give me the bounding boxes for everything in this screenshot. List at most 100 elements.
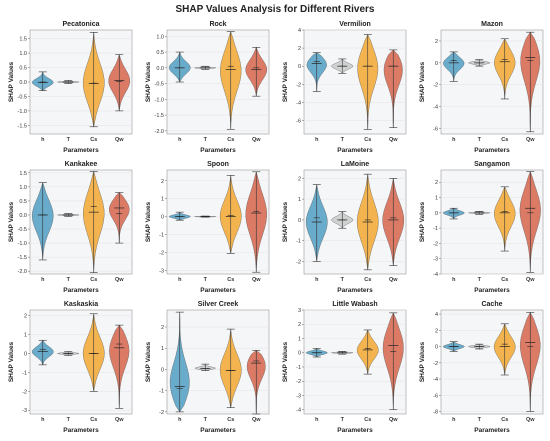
y-tick-label: -1.5 xyxy=(18,123,27,129)
x-tick-label: h xyxy=(178,277,182,283)
y-tick-label: 0.0 xyxy=(19,80,27,86)
x-axis-label: Parameters xyxy=(474,427,510,434)
x-tick-label: Cs xyxy=(90,277,97,283)
x-tick-label: Cs xyxy=(501,417,508,423)
y-axis-label: SHAP Values xyxy=(8,341,15,382)
y-tick-label: 1.0 xyxy=(19,51,27,57)
y-tick-label: -1.0 xyxy=(18,109,27,115)
x-tick-label: h xyxy=(315,277,319,283)
y-tick-label: -3 xyxy=(159,268,164,274)
x-tick-label: h xyxy=(315,417,319,423)
x-tick-label: h xyxy=(41,137,45,143)
x-tick-label: T xyxy=(67,417,71,423)
x-tick-label: Qw xyxy=(252,417,261,423)
y-tick-label: -0.5 xyxy=(18,94,27,100)
x-axis-label: Parameters xyxy=(337,287,373,294)
x-tick-label: h xyxy=(178,417,182,423)
y-axis-label: SHAP Values xyxy=(282,201,289,242)
y-tick-label: 0 xyxy=(161,367,164,373)
x-tick-label: Cs xyxy=(364,137,371,143)
panel-kaskaskia: -3 -2 -1 0 1 2 h T Cs Qw Kaskaskia Parameters SHAP V… xyxy=(8,301,133,434)
y-tick-label: 0.5 xyxy=(19,66,27,72)
panel-title: Mazon xyxy=(481,21,503,28)
y-tick-label: -2 xyxy=(296,379,301,385)
x-axis-label: Parameters xyxy=(63,147,99,154)
y-tick-label: 2 xyxy=(298,46,301,52)
panel-mazon: -6 -4 -2 0 2 h T Cs Qw Mazon Parameters SHAP Values xyxy=(419,21,544,154)
y-tick-label: -6 xyxy=(433,127,438,133)
y-tick-label: -4 xyxy=(296,100,301,106)
x-tick-label: Qw xyxy=(389,137,398,143)
y-tick-label: 2 xyxy=(298,176,301,182)
panel-vermilion: -6 -4 -2 0 2 4 h T Cs Qw Vermilion Parameters SHAP V… xyxy=(282,21,407,154)
y-axis-label: SHAP Values xyxy=(145,201,152,242)
x-tick-label: Cs xyxy=(90,137,97,143)
x-tick-label: Cs xyxy=(501,137,508,143)
x-tick-label: Cs xyxy=(227,277,234,283)
y-tick-label: -1 xyxy=(22,370,27,376)
x-axis-label: Parameters xyxy=(63,287,99,294)
y-axis-label: SHAP Values xyxy=(8,61,15,102)
y-tick-label: -1 xyxy=(159,389,164,395)
y-axis-label: SHAP Values xyxy=(282,61,289,102)
figure-title: SHAP Values Analysis for Different River… xyxy=(176,4,375,15)
y-tick-label: -3 xyxy=(22,408,27,414)
y-tick-label: 0 xyxy=(435,61,438,67)
y-tick-label: 2 xyxy=(435,328,438,334)
y-tick-label: -2 xyxy=(433,83,438,89)
y-tick-label: 2 xyxy=(24,314,27,320)
x-tick-label: Qw xyxy=(252,277,261,283)
x-tick-label: h xyxy=(178,137,182,143)
y-tick-label: 1 xyxy=(161,197,164,203)
panel-title: Kankakee xyxy=(65,161,98,168)
y-tick-label: -4 xyxy=(433,105,438,111)
y-tick-label: 1 xyxy=(298,336,301,342)
x-tick-label: h xyxy=(452,417,456,423)
y-axis-label: SHAP Values xyxy=(419,61,426,102)
y-tick-label: -0.5 xyxy=(18,227,27,233)
y-tick-label: 1.5 xyxy=(19,171,27,177)
y-tick-label: -4 xyxy=(296,408,301,414)
y-tick-label: 2 xyxy=(161,179,164,185)
x-tick-label: T xyxy=(204,277,208,283)
y-tick-label: 0.0 xyxy=(156,66,164,72)
x-axis-label: Parameters xyxy=(474,147,510,154)
y-tick-label: 0 xyxy=(298,351,301,357)
y-axis-label: SHAP Values xyxy=(419,341,426,382)
x-tick-label: T xyxy=(204,417,208,423)
x-tick-label: Cs xyxy=(227,417,234,423)
y-axis-label: SHAP Values xyxy=(8,201,15,242)
y-tick-label: -4 xyxy=(433,272,438,278)
panel-title: Spoon xyxy=(207,161,229,168)
y-tick-label: 4 xyxy=(298,28,301,34)
y-tick-label: 4 xyxy=(435,312,438,318)
y-tick-label: 0 xyxy=(298,64,301,70)
x-tick-label: T xyxy=(204,137,208,143)
panel-title: Pecatonica xyxy=(63,21,100,28)
x-tick-label: h xyxy=(41,417,45,423)
panel-title: Kaskaskia xyxy=(64,301,98,308)
y-tick-label: 0.0 xyxy=(19,213,27,219)
x-axis-label: Parameters xyxy=(337,147,373,154)
x-tick-label: Qw xyxy=(526,277,535,283)
y-tick-label: 0 xyxy=(161,215,164,221)
panel-cache: -8 -6 -4 -2 0 2 4 h T Cs Qw Cache Parameters SHAP Val… xyxy=(419,301,544,434)
x-tick-label: Cs xyxy=(364,277,371,283)
panel-title: LaMoine xyxy=(341,161,369,168)
y-tick-label: 2 xyxy=(298,322,301,328)
x-tick-label: Qw xyxy=(115,417,124,423)
y-tick-label: -6 xyxy=(296,118,301,124)
x-tick-label: Cs xyxy=(227,137,234,143)
y-tick-label: 3 xyxy=(298,308,301,314)
y-tick-label: 0 xyxy=(435,211,438,217)
panel-spoon: -3 -2 -1 0 1 2 h T Cs Qw Spoon Parameters SHAP Value… xyxy=(145,161,270,294)
y-tick-label: 1 xyxy=(298,197,301,203)
x-tick-label: Qw xyxy=(526,417,535,423)
x-tick-label: h xyxy=(452,137,456,143)
x-tick-label: T xyxy=(67,137,71,143)
x-tick-label: h xyxy=(452,277,456,283)
y-tick-label: -2 xyxy=(296,260,301,266)
y-axis-label: SHAP Values xyxy=(145,341,152,382)
panel-title: Little Wabash xyxy=(332,301,377,308)
